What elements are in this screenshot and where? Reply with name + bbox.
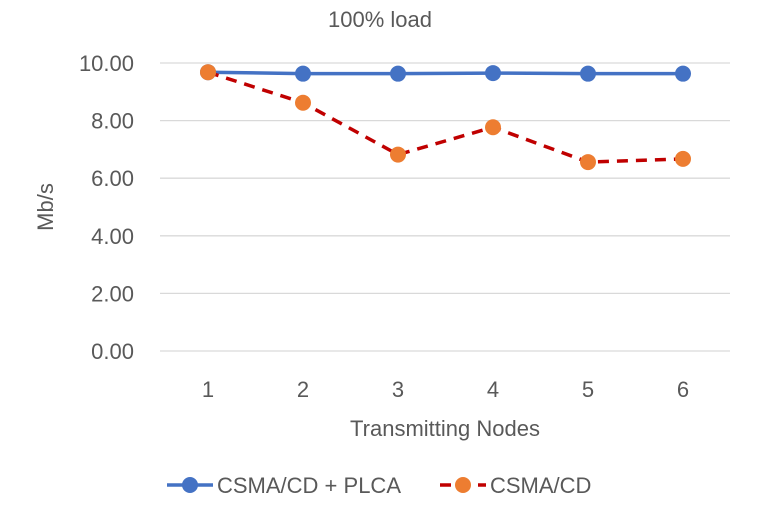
x-tick-label: 6 (677, 377, 689, 402)
y-tick-label: 2.00 (91, 281, 134, 306)
data-point (675, 150, 691, 167)
chart-title: 100% load (328, 7, 432, 32)
data-point (580, 154, 596, 171)
data-point (390, 146, 406, 163)
data-point (200, 64, 216, 81)
y-tick-label: 8.00 (91, 109, 134, 134)
legend-label: CSMA/CD + PLCA (217, 473, 401, 498)
legend-marker (455, 477, 471, 493)
y-tick-label: 0.00 (91, 339, 134, 364)
legend-label: CSMA/CD (490, 473, 591, 498)
series-line-1 (207, 70, 683, 76)
y-tick-label: 6.00 (91, 166, 134, 191)
x-tick-label: 5 (582, 377, 594, 402)
y-axis-label: Mb/s (33, 183, 58, 231)
data-point (295, 94, 311, 111)
data-point (675, 65, 691, 82)
data-point (485, 119, 501, 136)
x-tick-label: 4 (487, 377, 499, 402)
x-tick-label: 1 (202, 377, 214, 402)
data-point (485, 65, 501, 82)
y-tick-label: 10.00 (79, 51, 134, 76)
y-tick-label: 4.00 (91, 224, 134, 249)
data-point (295, 65, 311, 82)
legend-marker (182, 477, 198, 493)
data-point (580, 65, 596, 82)
series-line-2 (207, 70, 684, 164)
data-point (390, 65, 406, 82)
x-tick-label: 3 (392, 377, 404, 402)
x-axis-label: Transmitting Nodes (350, 416, 540, 441)
x-tick-label: 2 (297, 377, 309, 402)
